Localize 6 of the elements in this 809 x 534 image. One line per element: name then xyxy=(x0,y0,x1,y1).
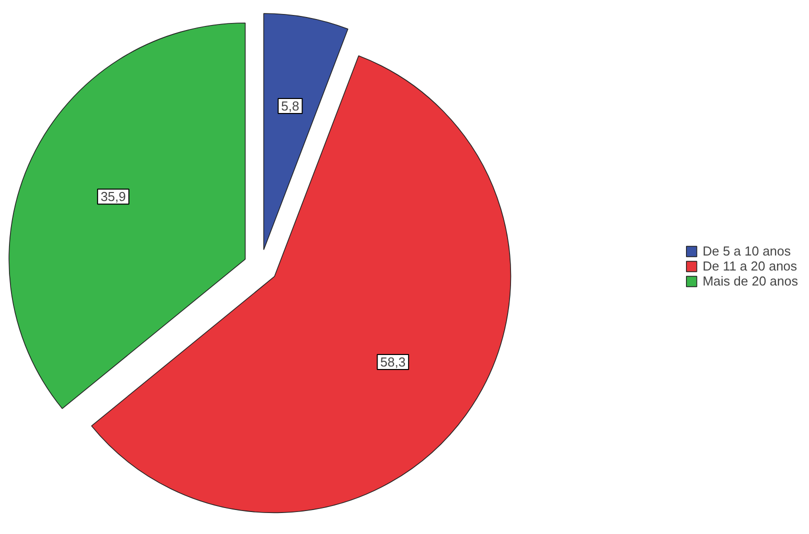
legend-label: De 5 a 10 anos xyxy=(702,244,791,258)
data-label: 5,8 xyxy=(281,98,300,114)
legend-label: Mais de 20 anos xyxy=(702,274,798,288)
data-label: 35,9 xyxy=(100,189,126,204)
data-label: 58,3 xyxy=(380,354,406,370)
legend-label: De 11 a 20 anos xyxy=(702,258,798,274)
